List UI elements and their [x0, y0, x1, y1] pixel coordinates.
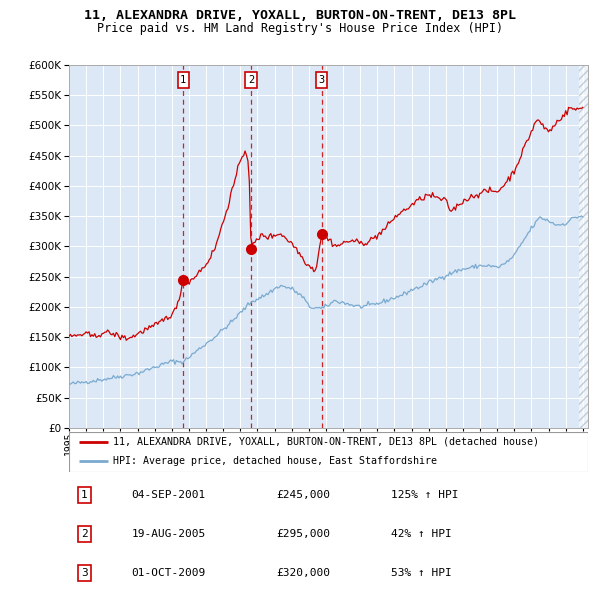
Text: 2: 2 [81, 529, 88, 539]
Text: 11, ALEXANDRA DRIVE, YOXALL, BURTON-ON-TRENT, DE13 8PL: 11, ALEXANDRA DRIVE, YOXALL, BURTON-ON-T… [84, 9, 516, 22]
Text: 42% ↑ HPI: 42% ↑ HPI [391, 529, 452, 539]
Text: 125% ↑ HPI: 125% ↑ HPI [391, 490, 458, 500]
Text: 1: 1 [180, 75, 187, 85]
Text: HPI: Average price, detached house, East Staffordshire: HPI: Average price, detached house, East… [113, 455, 437, 466]
FancyBboxPatch shape [69, 432, 588, 472]
Text: 3: 3 [319, 75, 325, 85]
Text: £245,000: £245,000 [277, 490, 331, 500]
Text: £320,000: £320,000 [277, 568, 331, 578]
Text: 04-SEP-2001: 04-SEP-2001 [131, 490, 206, 500]
Text: 2: 2 [248, 75, 254, 85]
Text: 53% ↑ HPI: 53% ↑ HPI [391, 568, 452, 578]
Text: 01-OCT-2009: 01-OCT-2009 [131, 568, 206, 578]
Text: £295,000: £295,000 [277, 529, 331, 539]
Text: 19-AUG-2005: 19-AUG-2005 [131, 529, 206, 539]
Text: 3: 3 [81, 568, 88, 578]
Text: 11, ALEXANDRA DRIVE, YOXALL, BURTON-ON-TRENT, DE13 8PL (detached house): 11, ALEXANDRA DRIVE, YOXALL, BURTON-ON-T… [113, 437, 539, 447]
Text: Price paid vs. HM Land Registry's House Price Index (HPI): Price paid vs. HM Land Registry's House … [97, 22, 503, 35]
Text: 1: 1 [81, 490, 88, 500]
